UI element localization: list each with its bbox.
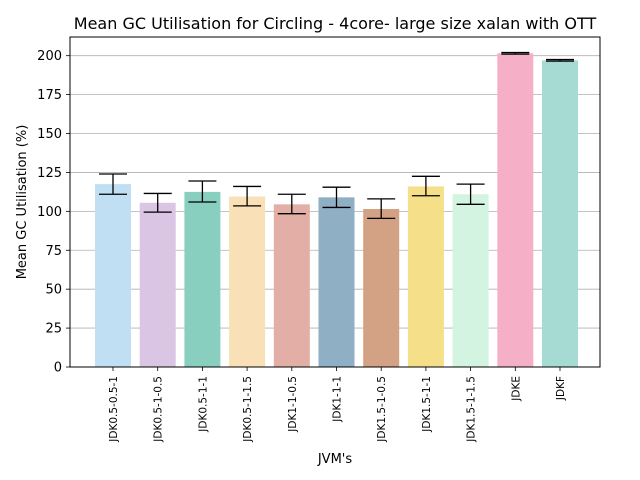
x-tick-label: JDK0.5-1-1 [197,376,209,433]
bar [139,202,176,367]
bar [363,209,400,367]
y-tick-label: 175 [37,88,62,103]
y-tick-label: 50 [45,283,62,298]
y-tick-label: 25 [45,322,62,337]
y-tick-label: 100 [37,205,62,220]
chart-title: Mean GC Utilisation for Circling - 4core… [74,14,597,33]
bar [273,204,310,367]
bar [184,191,221,367]
y-axis-label: Mean GC Utilisation (%) [15,125,30,280]
plot-frame [69,36,601,368]
bar [95,184,131,367]
bar [318,197,355,367]
y-tick-label: 200 [37,49,62,64]
x-tick-label: JDK0.5-1-0.5 [153,376,165,443]
x-axis-ticks: JDK0.5-0.5-1 JDK0.5-1-0.5 JDK0.5-1-1 JDK0.5… [108,367,567,443]
x-tick-label: JDKF [555,376,567,401]
error-bars [99,51,574,219]
bar [497,53,534,368]
x-tick-label: JDK1-1-1 [332,376,344,423]
bar [452,194,489,367]
x-tick-label: JDK1.5-1-1.5 [466,376,478,443]
bar [229,196,266,367]
y-tick-label: 0 [54,361,62,376]
x-tick-label: JDK1.5-1-1 [421,376,433,433]
x-tick-label: JDK0.5-0.5-1 [108,376,120,443]
y-tick-label: 75 [45,244,62,259]
y-tick-label: 125 [37,166,62,181]
bars [95,53,578,368]
x-axis-label: JVM's [317,452,353,467]
y-axis-ticks: 0 25 50 75 100 125 150 175 200 [37,49,70,376]
bar [407,186,444,367]
x-tick-label: JDK1-1-0.5 [287,376,299,433]
y-tick-label: 150 [37,127,62,142]
x-tick-label: JDKE [510,376,522,402]
bar [542,60,578,367]
x-tick-label: JDK1.5-1-0.5 [376,376,388,443]
x-tick-label: JDK0.5-1-1.5 [242,376,254,443]
